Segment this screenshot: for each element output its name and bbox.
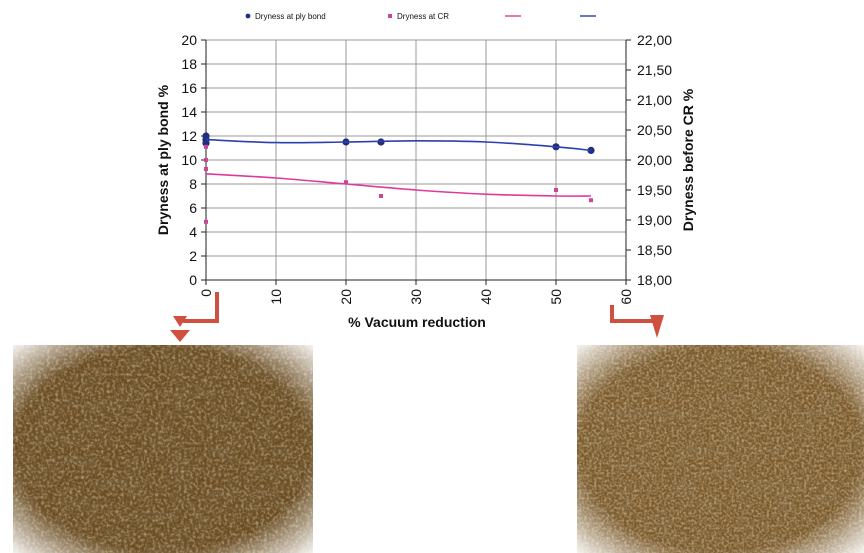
chart: Dryness at ply bond Dryness at CR 0 2 4 6 8 10… <box>155 12 696 342</box>
legend-label: Dryness at CR <box>397 12 449 21</box>
y-axis-title: Dryness at ply bond % <box>155 84 171 235</box>
arrows <box>170 292 664 342</box>
x-tick-label: 10 <box>268 289 284 305</box>
x-tick-label: 0 <box>198 289 214 297</box>
legend-marker-cr <box>388 14 392 18</box>
y-tick-label: 16 <box>181 80 197 96</box>
arrow-left-tip <box>170 330 190 342</box>
x-tick-label: 40 <box>478 289 494 305</box>
y2-tick-label: 19,00 <box>637 212 672 228</box>
plot-series <box>202 132 595 224</box>
cr-point <box>379 194 383 198</box>
y2-tick-label: 20,50 <box>637 122 672 138</box>
trend-line-2 <box>205 173 592 197</box>
y2-tick-label: 18,00 <box>637 272 672 288</box>
arrow-right-stem <box>610 305 656 323</box>
y-tick-label: 4 <box>189 224 197 240</box>
x-tick-label: 30 <box>408 289 424 305</box>
y2-tick-label: 21,00 <box>637 92 672 108</box>
micrograph-left-photo <box>13 345 313 553</box>
legend: Dryness at ply bond Dryness at CR <box>245 12 596 21</box>
y-tick-label: 18 <box>181 56 197 72</box>
y-tick-label: 12 <box>181 128 197 144</box>
x-tick-label: 60 <box>618 289 634 305</box>
y-tick-label: 10 <box>181 152 197 168</box>
y2-tick-label: 18,50 <box>637 242 672 258</box>
arrow-left-stem <box>183 292 219 323</box>
x-tick-label: 20 <box>338 289 354 305</box>
x-tick-label: 50 <box>548 289 564 305</box>
y-tick-label: 20 <box>181 32 197 48</box>
y-tick-label: 14 <box>181 104 197 120</box>
cr-point <box>204 144 208 149</box>
y-tick-label: 2 <box>189 248 197 264</box>
grid <box>206 39 626 280</box>
cr-point <box>554 188 558 192</box>
y-tick-label: 0 <box>189 272 197 288</box>
y2-tick-label: 19,50 <box>637 182 672 198</box>
y-tick-label: 6 <box>189 200 197 216</box>
micrograph-right-photo <box>577 345 864 553</box>
y2-tick-label: 21,50 <box>637 62 672 78</box>
legend-marker-ply-bond <box>245 13 251 19</box>
x-axis-title: % Vacuum reduction <box>348 314 486 330</box>
legend-label: Dryness at ply bond <box>255 12 326 21</box>
cr-point <box>204 167 208 171</box>
cr-point <box>344 180 348 185</box>
arrow-right-head <box>650 315 664 338</box>
y2-tick-label: 20,00 <box>637 152 672 168</box>
cr-point <box>589 198 593 203</box>
y2-axis-title: Dryness before CR % <box>680 88 696 231</box>
arrow-left-head <box>173 316 187 327</box>
y2-tick-label: 22,00 <box>637 32 672 48</box>
trend-line-3 <box>205 138 592 152</box>
y-tick-label: 8 <box>189 176 197 192</box>
cr-point <box>204 158 208 162</box>
cr-point <box>204 219 208 224</box>
